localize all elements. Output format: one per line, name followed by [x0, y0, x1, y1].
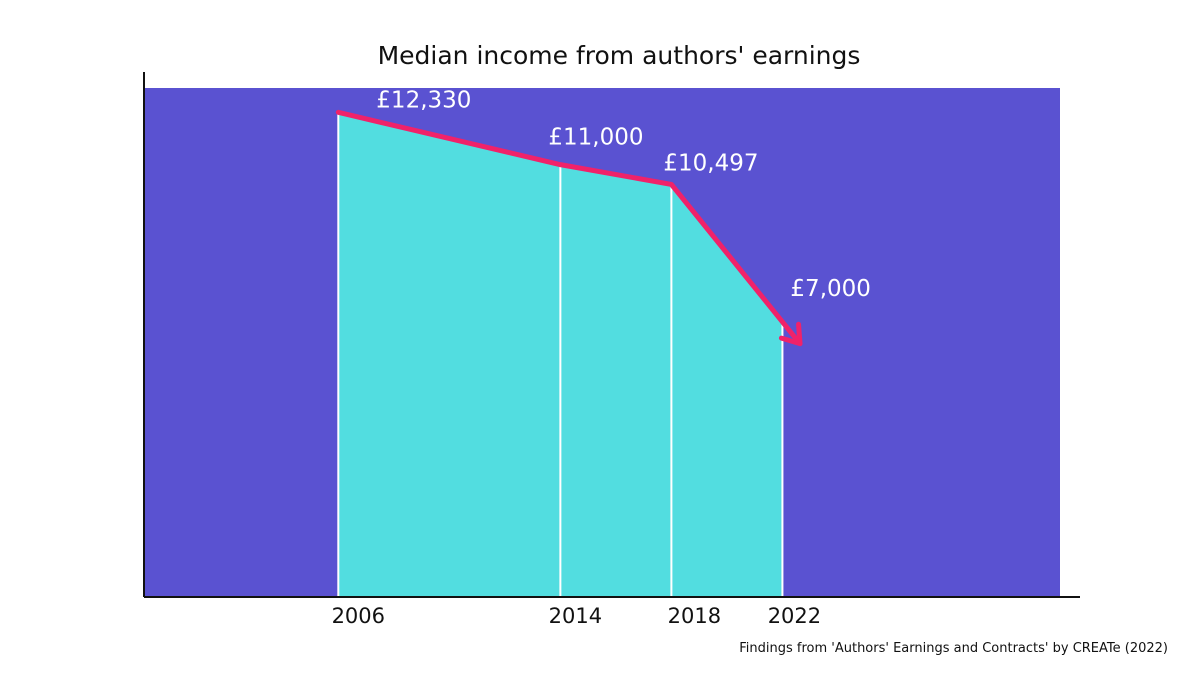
x-tick-2014: 2014: [549, 604, 602, 628]
arrow-head-icon: [778, 321, 803, 347]
x-tick-2022: 2022: [768, 604, 821, 628]
value-label-2018: £10,497: [663, 150, 758, 176]
year-dividers: [337, 112, 784, 597]
x-tick-2018: 2018: [668, 604, 721, 628]
value-label-2022: £7,000: [790, 276, 870, 302]
chart-title: Median income from authors' earnings: [378, 41, 861, 70]
source-note: Findings from 'Authors' Earnings and Con…: [739, 641, 1168, 656]
value-labels: £12,330 £11,000 £10,497 £7,000: [376, 87, 871, 301]
trend-line: [335, 109, 803, 347]
x-tick-2006: 2006: [332, 604, 385, 628]
value-label-2014: £11,000: [548, 125, 643, 151]
x-tick-labels: 2006 2014 2018 2022: [332, 604, 822, 628]
value-label-2006: £12,330: [376, 87, 471, 113]
